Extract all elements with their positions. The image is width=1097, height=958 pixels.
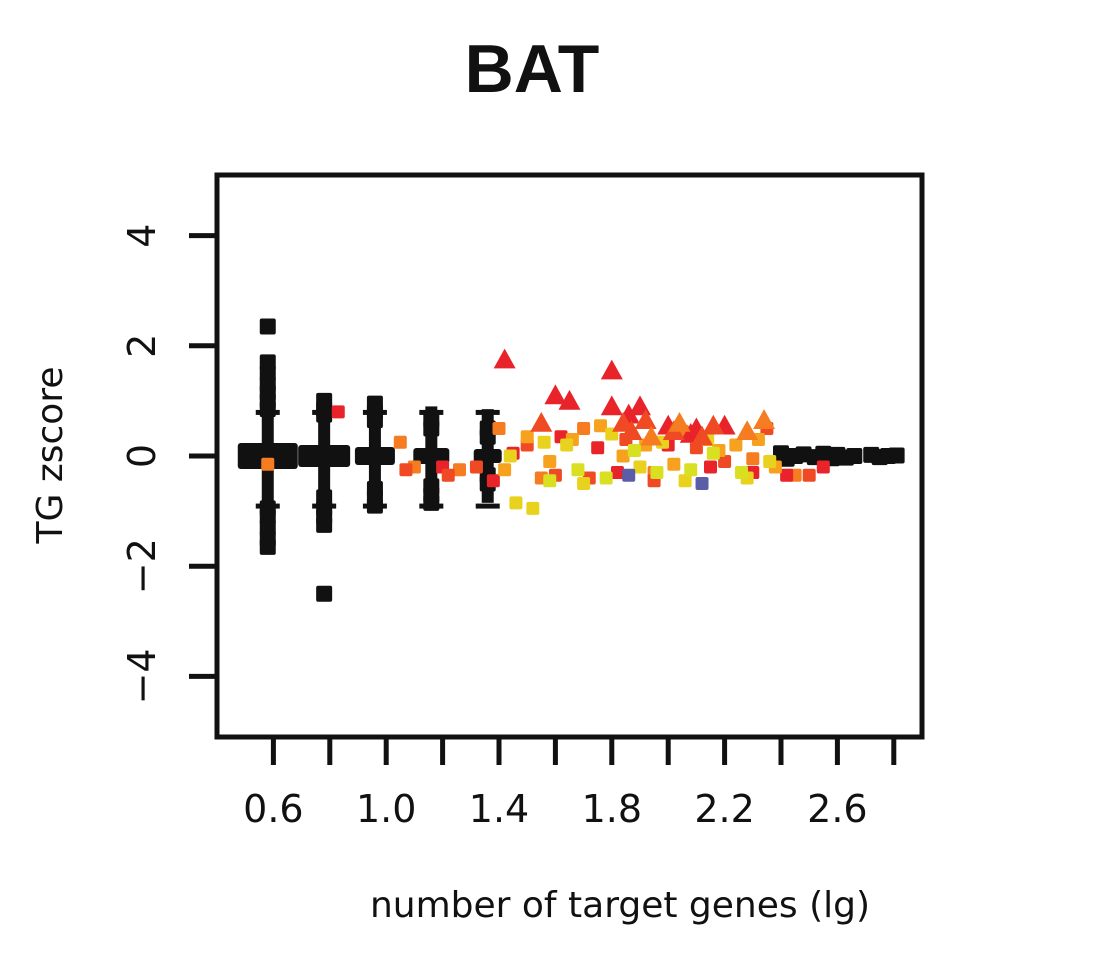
point-cluster xyxy=(475,503,500,509)
data-point xyxy=(780,468,794,482)
data-point xyxy=(650,466,664,480)
y-tick-label: 0 xyxy=(120,444,164,468)
data-point xyxy=(718,455,732,469)
x-tick-label: 1.4 xyxy=(469,787,529,831)
data-point xyxy=(399,463,413,477)
data-point xyxy=(704,460,717,474)
data-point xyxy=(763,455,777,469)
data-point xyxy=(331,405,345,419)
data-point xyxy=(599,471,613,485)
y-tick-label: −2 xyxy=(120,538,164,594)
data-point xyxy=(543,474,557,488)
data-point xyxy=(453,463,467,477)
data-point xyxy=(479,428,496,445)
x-axis-label: number of target genes (lg) xyxy=(370,885,870,926)
data-point xyxy=(695,477,709,491)
data-point xyxy=(735,466,749,480)
data-point xyxy=(802,468,816,482)
data-point xyxy=(678,474,692,488)
data-point-triangle xyxy=(530,411,553,432)
data-point xyxy=(729,438,743,452)
data-point xyxy=(492,421,506,435)
data-point xyxy=(259,538,276,555)
data-point xyxy=(316,585,333,602)
x-tick-label: 2.6 xyxy=(807,787,867,831)
data-point xyxy=(706,446,720,460)
data-points xyxy=(237,318,905,602)
data-point xyxy=(441,468,455,482)
point-cluster xyxy=(261,392,274,520)
data-point xyxy=(616,449,630,463)
data-point xyxy=(469,460,483,474)
data-point-triangle xyxy=(558,389,581,410)
y-axis-label: TG zscore xyxy=(30,367,71,545)
data-point xyxy=(627,443,641,457)
data-point-triangle xyxy=(736,420,759,441)
data-point xyxy=(571,463,585,477)
data-point-triangle xyxy=(702,414,725,435)
data-point xyxy=(816,460,830,474)
data-point xyxy=(888,447,905,464)
data-point xyxy=(259,401,276,418)
data-point-triangle xyxy=(634,409,657,429)
data-point xyxy=(667,457,681,471)
data-point-triangle xyxy=(493,348,516,369)
data-point xyxy=(316,516,333,533)
data-point-triangle xyxy=(600,395,623,416)
point-cluster xyxy=(475,409,500,415)
axes: 0.6 1.0 1.4 1.8 2.2 2.6 −4 −2 0 2 4 xyxy=(120,224,897,831)
chart-title: BAT xyxy=(465,31,600,107)
x-tick-label: 2.2 xyxy=(694,787,754,831)
data-point-triangle xyxy=(640,425,663,446)
data-point xyxy=(577,477,591,491)
data-point-triangle xyxy=(600,359,623,380)
x-tick-label: 0.6 xyxy=(243,787,303,831)
data-point xyxy=(486,474,500,488)
data-point-triangle xyxy=(753,409,776,429)
data-point-triangle xyxy=(544,384,567,405)
y-tick-label: 2 xyxy=(120,334,164,358)
data-point xyxy=(610,466,624,480)
data-point xyxy=(846,448,863,464)
data-point xyxy=(498,463,512,477)
data-point xyxy=(537,435,551,449)
data-point xyxy=(520,430,534,444)
data-point xyxy=(366,497,383,514)
x-tick-label: 1.0 xyxy=(356,787,416,831)
data-point xyxy=(393,435,407,449)
data-point xyxy=(746,452,760,466)
data-point-triangle xyxy=(629,395,651,416)
data-point xyxy=(503,449,517,463)
data-point xyxy=(366,412,383,429)
data-point xyxy=(633,460,647,474)
plot-frame xyxy=(214,172,925,740)
data-point-triangle xyxy=(620,420,643,441)
y-tick-label: −4 xyxy=(120,648,164,704)
data-point xyxy=(509,496,523,510)
data-point xyxy=(577,421,591,435)
data-point xyxy=(259,318,276,335)
data-point xyxy=(591,441,605,455)
data-point xyxy=(423,494,440,511)
x-tick-label: 1.8 xyxy=(582,787,642,831)
y-tick-label: 4 xyxy=(120,224,164,248)
data-point-triangle xyxy=(668,411,691,432)
data-point xyxy=(423,420,440,437)
point-cluster xyxy=(318,398,331,514)
data-point xyxy=(261,457,275,471)
data-point xyxy=(594,419,608,433)
data-point xyxy=(622,468,636,482)
data-point xyxy=(526,501,540,515)
data-point-triangle xyxy=(691,425,714,446)
data-point xyxy=(684,463,698,477)
data-point xyxy=(316,406,333,423)
data-point xyxy=(560,438,574,452)
data-point xyxy=(543,455,557,469)
